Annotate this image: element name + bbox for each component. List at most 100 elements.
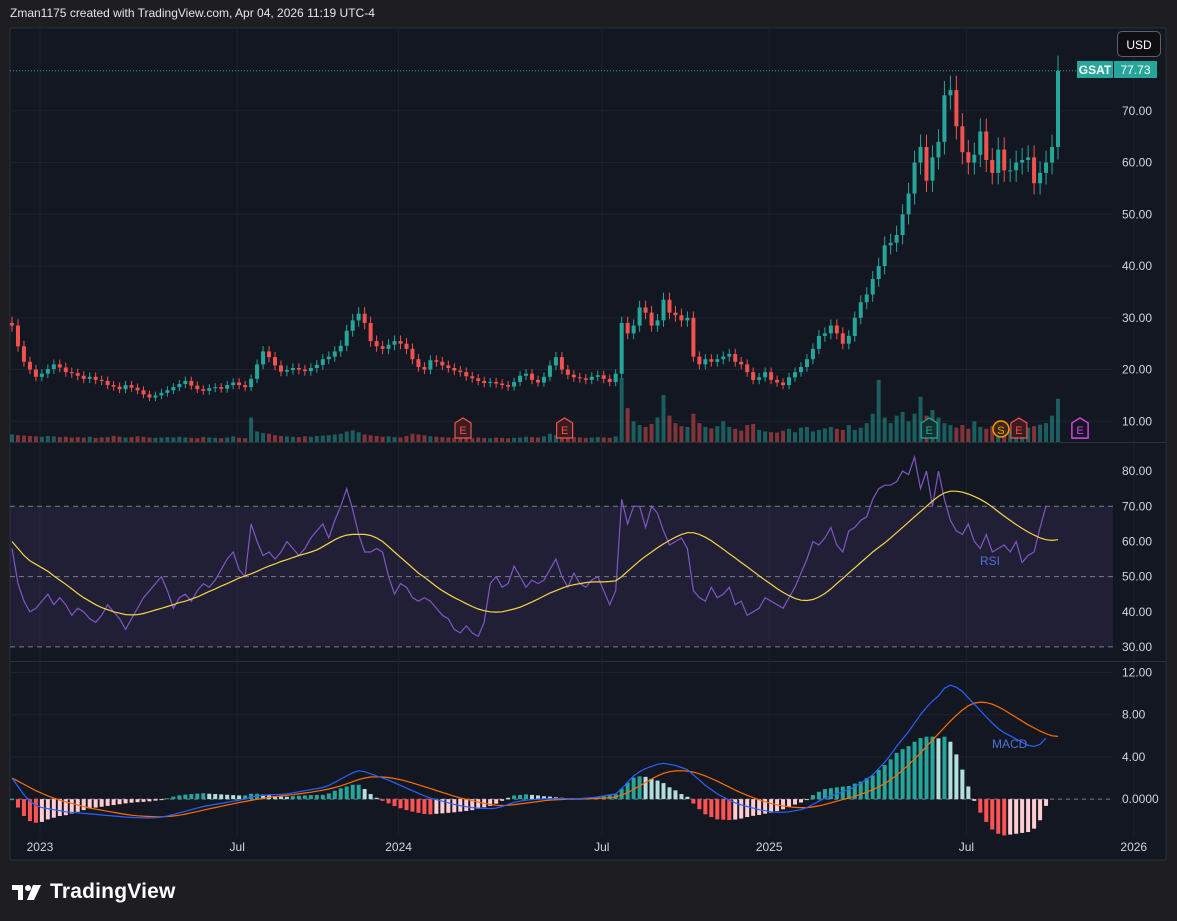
- volume-bar: [625, 408, 630, 442]
- macd-histogram-bar: [960, 769, 965, 800]
- volume-bar: [1050, 415, 1055, 442]
- volume-bar: [81, 437, 86, 442]
- candle-body: [649, 312, 654, 326]
- volume-bar: [314, 435, 319, 442]
- rsi-pane[interactable]: [10, 443, 1113, 661]
- price-tick-label: 60.00: [1122, 156, 1152, 170]
- volume-bar: [344, 431, 349, 442]
- macd-histogram-bar: [177, 795, 182, 800]
- macd-histogram-bar: [278, 796, 283, 800]
- macd-histogram-bar: [410, 799, 415, 812]
- candle-body: [308, 367, 313, 372]
- macd-histogram-bar: [225, 794, 230, 800]
- candle-body: [518, 375, 523, 382]
- candle-body: [278, 365, 283, 372]
- volume-bar: [679, 426, 684, 442]
- candle-body: [512, 381, 517, 387]
- volume-bar: [942, 423, 947, 442]
- macd-histogram-bar: [828, 788, 833, 800]
- macd-histogram-bar: [655, 780, 660, 800]
- macd-histogram-bar: [846, 785, 851, 800]
- volume-bar: [1044, 423, 1049, 442]
- candle-body: [679, 315, 684, 321]
- currency-button[interactable]: USD: [1117, 31, 1161, 57]
- candle-body: [111, 385, 116, 387]
- macd-histogram-bar: [272, 796, 277, 800]
- volume-bar: [1056, 398, 1060, 442]
- candle-body: [207, 388, 212, 391]
- macd-histogram-bar: [452, 799, 457, 813]
- candle-body: [571, 374, 576, 378]
- earnings-marker-label: E: [1015, 425, 1022, 437]
- candle-body: [769, 372, 774, 380]
- volume-bar: [207, 437, 212, 442]
- volume-bar: [535, 437, 540, 442]
- volume-bar: [524, 436, 529, 442]
- macd-histogram-bar: [446, 799, 451, 813]
- candle-body: [356, 313, 361, 321]
- candle-body: [51, 364, 56, 370]
- candle-body: [607, 378, 612, 382]
- volume-bar: [649, 423, 654, 442]
- volume-bar: [703, 426, 708, 442]
- rsi-axis-pane[interactable]: [1113, 443, 1166, 661]
- macd-histogram-bar: [685, 796, 690, 800]
- macd-histogram-bar: [661, 783, 666, 800]
- macd-pane[interactable]: [10, 662, 1113, 835]
- volume-bar: [870, 413, 875, 442]
- volume-bar: [500, 437, 505, 442]
- macd-histogram-bar: [900, 749, 905, 800]
- candle-body: [828, 325, 833, 334]
- macd-histogram-bar: [428, 799, 433, 815]
- volume-bar: [631, 421, 636, 442]
- macd-histogram-bar: [27, 799, 32, 822]
- macd-histogram-bar: [171, 796, 176, 800]
- candle-body: [990, 159, 995, 173]
- macd-histogram-bar: [954, 754, 959, 800]
- candle-body: [416, 359, 421, 367]
- macd-histogram-bar: [332, 790, 337, 800]
- macd-histogram-bar: [500, 799, 505, 801]
- macd-histogram-bar: [494, 799, 499, 804]
- candle-body: [661, 299, 666, 321]
- volume-bar: [440, 437, 445, 442]
- volume-bar: [446, 437, 451, 442]
- macd-histogram-bar: [834, 787, 839, 800]
- volume-bar: [482, 437, 487, 442]
- time-axis[interactable]: [10, 835, 1166, 860]
- candle-body: [105, 380, 110, 386]
- macd-axis-pane[interactable]: [1113, 662, 1166, 835]
- macd-histogram-bar: [518, 794, 523, 800]
- volume-bar: [595, 437, 600, 442]
- candle-body: [673, 312, 678, 316]
- macd-tick-label: 4.00: [1122, 750, 1146, 764]
- macd-histogram-bar: [21, 799, 26, 817]
- macd-histogram-bar: [840, 786, 845, 800]
- price-pane[interactable]: [10, 28, 1113, 442]
- candle-body: [45, 369, 50, 374]
- macd-histogram-bar: [733, 799, 738, 820]
- candle-body: [846, 335, 851, 344]
- macd-histogram-bar: [924, 736, 929, 800]
- price-tick-label: 20.00: [1122, 363, 1152, 377]
- earnings-marker-label: E: [926, 425, 933, 437]
- volume-bar: [840, 429, 845, 442]
- rsi-tick-label: 60.00: [1122, 534, 1152, 548]
- volume-bar: [147, 437, 152, 442]
- volume-bar: [69, 437, 74, 442]
- volume-bar: [637, 425, 642, 442]
- earnings-marker-label: E: [1076, 425, 1083, 437]
- time-tick-label: Jul: [959, 840, 974, 854]
- volume-bar: [15, 435, 20, 442]
- macd-histogram-bar: [123, 799, 128, 804]
- macd-histogram-bar: [219, 794, 224, 800]
- candle-body: [344, 330, 349, 346]
- macd-histogram-bar: [936, 738, 941, 800]
- volume-bar: [302, 436, 307, 442]
- rsi-tick-label: 40.00: [1122, 605, 1152, 619]
- candle-body: [601, 375, 606, 379]
- price-axis-pane[interactable]: [1113, 28, 1166, 442]
- candle-body: [237, 382, 242, 386]
- macd-histogram-bar: [607, 794, 612, 800]
